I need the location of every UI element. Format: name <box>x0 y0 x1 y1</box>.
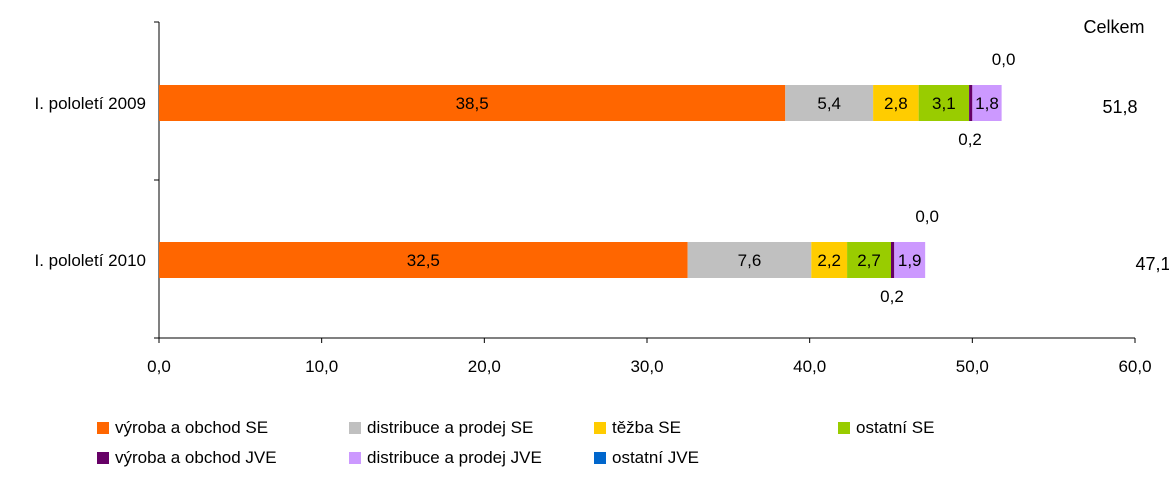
bar-segment <box>894 242 926 278</box>
bar-segment <box>972 85 1002 121</box>
bar-segment <box>785 85 874 121</box>
data-label: 3,1 <box>932 94 956 113</box>
legend-item: ostatní JVE <box>594 448 699 468</box>
category-label: I. pololetí 2009 <box>34 94 146 113</box>
legend-label: výroba a obchod JVE <box>115 448 277 467</box>
legend-row: výroba a obchod SE distribuce a prodej SE… <box>97 418 1097 448</box>
legend-item: těžba SE <box>594 418 681 438</box>
stacked-bar-chart: 0,0 10,0 20,0 30,0 40,0 50,0 60,0 Celkem I. polo… <box>34 17 1169 376</box>
legend-label: výroba a obchod SE <box>115 418 269 437</box>
x-tick-label: 60,0 <box>1118 357 1151 376</box>
legend-item: ostatní SE <box>838 418 934 438</box>
legend-swatch <box>594 422 606 434</box>
bar-segment <box>159 242 688 278</box>
category-label: I. pololetí 2010 <box>34 251 146 270</box>
legend-item: výroba a obchod SE <box>97 418 268 438</box>
legend-label: ostatní SE <box>856 418 935 437</box>
legend-item: distribuce a prodej JVE <box>349 448 542 468</box>
x-tick-label: 0,0 <box>147 357 171 376</box>
total-value: 51,8 <box>1102 97 1137 117</box>
legend-item: výroba a obchod JVE <box>97 448 277 468</box>
legend-row: výroba a obchod JVE distribuce a prodej J… <box>97 448 1097 478</box>
bar-segment <box>847 242 891 278</box>
data-label: 7,6 <box>738 251 762 270</box>
data-label: 2,2 <box>817 251 841 270</box>
x-tick-label: 50,0 <box>956 357 989 376</box>
x-tick-label: 20,0 <box>468 357 501 376</box>
bar-segment <box>891 242 895 278</box>
bar-segment <box>159 85 786 121</box>
legend-swatch <box>594 452 606 464</box>
bar-segment <box>918 85 970 121</box>
legend-label: distribuce a prodej SE <box>367 418 534 437</box>
legend-swatch <box>838 422 850 434</box>
data-label: 2,7 <box>857 251 881 270</box>
data-label: 38,5 <box>456 94 489 113</box>
data-label: 1,8 <box>975 94 999 113</box>
bar-segment <box>687 242 812 278</box>
bar-segment <box>969 85 973 121</box>
data-label: 2,8 <box>884 94 908 113</box>
data-label: 0,2 <box>880 287 904 306</box>
x-tick-label: 40,0 <box>793 357 826 376</box>
legend-swatch <box>97 452 109 464</box>
data-label: 0,0 <box>915 207 939 226</box>
totals-header: Celkem <box>1083 17 1144 37</box>
data-label: 5,4 <box>817 94 841 113</box>
legend: výroba a obchod SE distribuce a prodej SE… <box>97 418 1097 478</box>
legend-swatch <box>349 422 361 434</box>
legend-label: ostatní JVE <box>612 448 699 467</box>
legend-item: distribuce a prodej SE <box>349 418 533 438</box>
data-label: 0,0 <box>992 50 1016 69</box>
data-label: 32,5 <box>407 251 440 270</box>
data-label: 1,9 <box>898 251 922 270</box>
legend-label: těžba SE <box>612 418 681 437</box>
legend-label: distribuce a prodej JVE <box>367 448 542 467</box>
total-value: 47,1 <box>1135 254 1169 274</box>
bar-segment <box>873 85 919 121</box>
legend-swatch <box>97 422 109 434</box>
x-tick-label: 10,0 <box>305 357 338 376</box>
x-tick-label: 30,0 <box>630 357 663 376</box>
legend-swatch <box>349 452 361 464</box>
data-label: 0,2 <box>958 130 982 149</box>
bar-segment <box>811 242 848 278</box>
